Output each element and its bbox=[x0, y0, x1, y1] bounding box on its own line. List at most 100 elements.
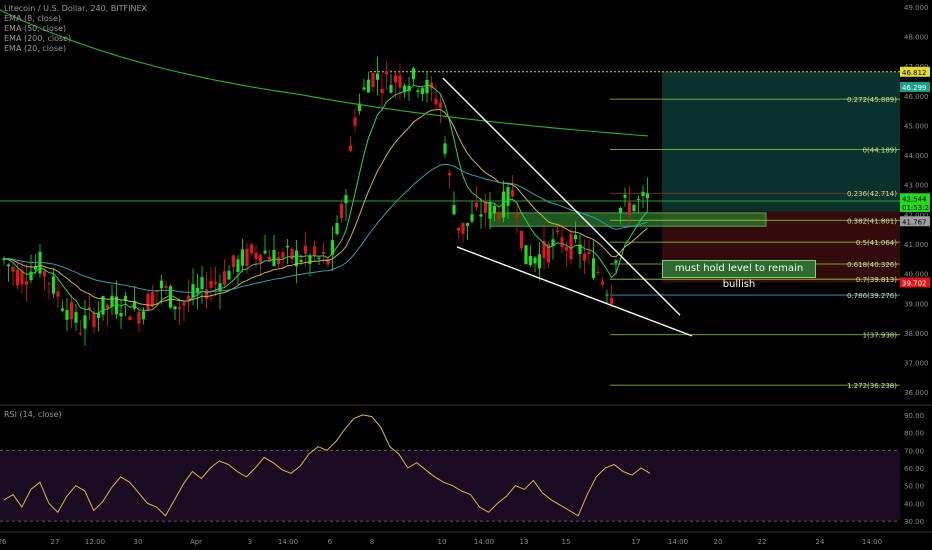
candle-body bbox=[245, 248, 249, 267]
ema200-legend: EMA (200, close) bbox=[4, 34, 72, 43]
fib-label: 1.272(36.238) bbox=[847, 382, 897, 390]
candle-body bbox=[200, 277, 204, 290]
price-tag-label: 42.544 bbox=[902, 195, 927, 203]
candle-body bbox=[96, 313, 101, 319]
candle-body bbox=[110, 295, 114, 307]
wedge-upper-trendline bbox=[442, 77, 681, 316]
x-tick-label: 12:00 bbox=[85, 538, 105, 546]
candle-body bbox=[42, 270, 47, 277]
candle-body bbox=[168, 286, 173, 308]
candle-body bbox=[488, 202, 492, 219]
x-tick-label: 26 bbox=[0, 538, 7, 546]
x-tick-label: 22 bbox=[758, 538, 767, 546]
ema8-line bbox=[3, 84, 648, 314]
candle-body bbox=[164, 285, 168, 288]
candle-body bbox=[33, 266, 38, 270]
ema20-line bbox=[3, 108, 648, 306]
x-tick-label: 14:00 bbox=[278, 538, 298, 546]
candle-body bbox=[393, 75, 398, 83]
x-tick-label: 8 bbox=[370, 538, 374, 546]
candle-body bbox=[87, 307, 92, 309]
annotation-note[interactable]: must hold level to remain bullish bbox=[662, 260, 816, 290]
candle-body bbox=[474, 202, 479, 208]
fib-label: 0.786(39.276) bbox=[847, 292, 897, 300]
x-tick-label: 24 bbox=[816, 538, 825, 546]
candle-body bbox=[51, 276, 56, 294]
y-tick-label: 37.000 bbox=[904, 360, 929, 368]
rsi-tick-label: 90.00 bbox=[904, 412, 924, 420]
candle-body bbox=[312, 246, 317, 256]
candle-body bbox=[537, 254, 542, 269]
candle-body bbox=[29, 271, 33, 281]
ema200-line bbox=[0, 9, 649, 137]
x-tick-label: 14:00 bbox=[668, 538, 688, 546]
x-tick-label: 17 bbox=[632, 538, 641, 546]
price-tag-label: 41.767 bbox=[902, 218, 927, 226]
y-tick-label: 49.000 bbox=[904, 4, 929, 12]
y-tick-label: 43.000 bbox=[904, 182, 929, 190]
y-tick-label: 36.000 bbox=[904, 389, 929, 397]
candle-body bbox=[627, 202, 632, 216]
x-tick-label: 10 bbox=[438, 538, 447, 546]
candle-body bbox=[177, 307, 182, 309]
symbol-title: Litecoin / U.S. Dollar, 240, BITFINEX bbox=[4, 4, 148, 13]
x-tick-label: 15 bbox=[562, 538, 571, 546]
y-tick-label: 40.000 bbox=[904, 271, 929, 279]
candle-body bbox=[69, 302, 74, 320]
candle-body bbox=[150, 292, 155, 307]
candle-body bbox=[582, 253, 587, 261]
candle-body bbox=[231, 255, 236, 268]
price-tag bbox=[900, 277, 930, 288]
fib-label: 1(37.938) bbox=[863, 332, 898, 340]
candle-body bbox=[218, 283, 222, 292]
candle-body bbox=[591, 258, 596, 279]
candle-body bbox=[326, 258, 330, 265]
x-tick-label: 30 bbox=[134, 538, 143, 546]
ema50-legend: EMA (50, close) bbox=[4, 24, 67, 33]
candle-body bbox=[578, 244, 582, 255]
rsi-tick-label: 70.00 bbox=[904, 447, 924, 455]
candle-body bbox=[60, 308, 65, 311]
candle-body bbox=[357, 103, 362, 112]
candle-body bbox=[456, 227, 461, 231]
candle-body bbox=[141, 311, 146, 320]
candle-body bbox=[74, 312, 78, 323]
x-tick-label: 27 bbox=[51, 538, 60, 546]
rsi-line bbox=[3, 414, 651, 517]
fib-label: 0.618(40.326) bbox=[847, 261, 897, 269]
candle-body bbox=[645, 193, 650, 199]
candle-body bbox=[573, 235, 578, 240]
candle-body bbox=[614, 260, 618, 263]
candle-body bbox=[267, 256, 272, 262]
y-tick-label: 38.000 bbox=[904, 330, 929, 338]
candle-body bbox=[353, 117, 357, 126]
y-tick-label: 42.000 bbox=[904, 211, 929, 219]
candle-body bbox=[263, 250, 267, 254]
candle-body bbox=[524, 245, 528, 265]
candle-body bbox=[600, 281, 605, 285]
candle-body bbox=[510, 190, 515, 197]
candle-body bbox=[56, 291, 60, 297]
candle-body bbox=[465, 223, 470, 226]
price-tag bbox=[900, 201, 930, 212]
candle-body bbox=[204, 289, 209, 299]
candle-body bbox=[290, 248, 294, 260]
price-tag bbox=[900, 193, 930, 204]
candle-body bbox=[123, 295, 128, 302]
candle-body bbox=[420, 88, 425, 94]
candle-body bbox=[303, 245, 308, 254]
candle-body bbox=[506, 186, 510, 206]
price-tag-label: 01:53:28 bbox=[902, 204, 932, 212]
rsi-tick-label: 80.00 bbox=[904, 430, 924, 438]
fib-label: 0.272(45.889) bbox=[847, 96, 897, 104]
candle-body bbox=[632, 204, 636, 212]
candle-body bbox=[483, 200, 488, 213]
candle-body bbox=[623, 194, 627, 198]
candle-body bbox=[240, 249, 245, 266]
fib-label: 0.7(39.813) bbox=[856, 276, 897, 284]
candle-body bbox=[470, 214, 474, 222]
candle-body bbox=[636, 198, 641, 200]
candle-body bbox=[321, 251, 326, 255]
candle-body bbox=[384, 71, 389, 75]
candle-body bbox=[236, 259, 240, 272]
